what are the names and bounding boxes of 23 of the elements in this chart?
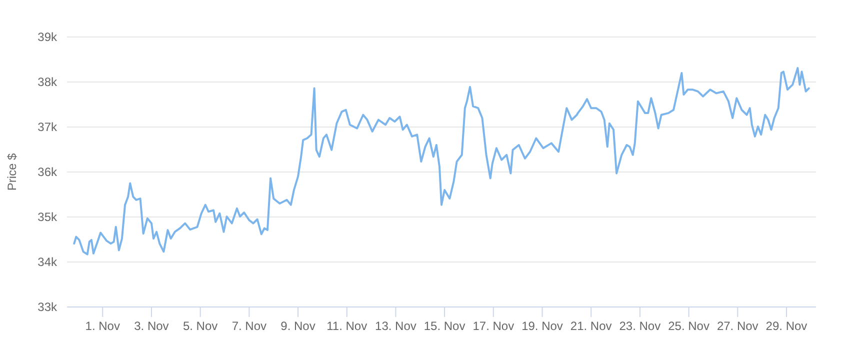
x-tick-label: 15. Nov: [424, 319, 466, 333]
x-tick-label: 21. Nov: [570, 319, 612, 333]
y-axis-title: Price $: [5, 153, 19, 191]
x-tick-label: 29. Nov: [766, 319, 808, 333]
x-tick-label: 13. Nov: [375, 319, 416, 333]
x-tick-label: 3. Nov: [134, 319, 169, 333]
x-tick-label: 9. Nov: [280, 319, 316, 333]
x-tick-label: 1. Nov: [85, 319, 120, 333]
x-tick-label: 11. Nov: [326, 319, 368, 333]
x-tick-label: 27. Nov: [716, 319, 758, 333]
x-tick-label: 17. Nov: [472, 319, 514, 333]
y-tick-label: 36k: [38, 165, 58, 179]
x-tick-label: 5. Nov: [182, 319, 218, 333]
y-tick-label: 39k: [38, 30, 58, 44]
y-tick-label: 38k: [38, 75, 58, 89]
x-tick-label: 19. Nov: [522, 319, 563, 333]
y-tick-label: 35k: [38, 210, 58, 224]
x-tick-label: 23. Nov: [619, 319, 661, 333]
x-tick-label: 25. Nov: [668, 319, 710, 333]
y-tick-label: 33k: [38, 300, 58, 314]
x-tick-label: 7. Nov: [232, 319, 267, 333]
y-tick-label: 34k: [38, 255, 58, 269]
y-tick-label: 37k: [38, 120, 58, 134]
